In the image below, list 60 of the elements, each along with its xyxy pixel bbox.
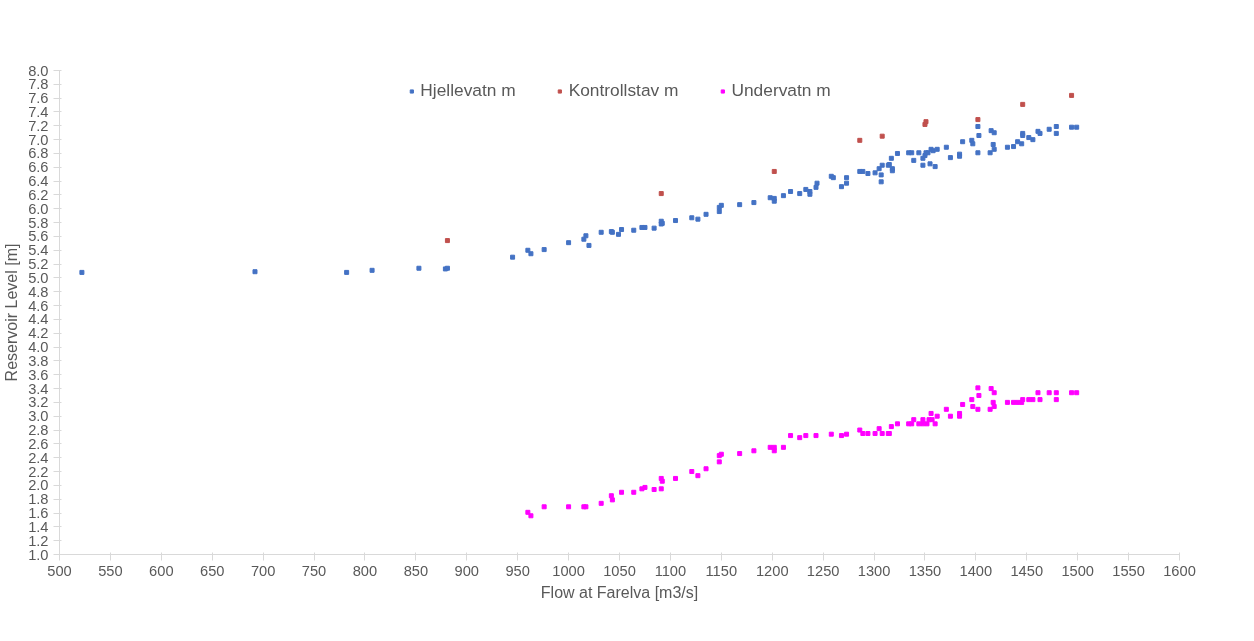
legend-label: Kontrollstav m (568, 80, 679, 101)
point (879, 133, 885, 139)
y-tick-label: 3.6 (28, 366, 49, 383)
y-tick-label: 3.0 (28, 408, 49, 425)
y-tick-label: 7.8 (28, 76, 49, 93)
y-tick-label: 4.6 (28, 297, 49, 314)
y-tick-label: 5.6 (28, 228, 49, 245)
x-axis-title: Flow at Farelva [m3/s] (540, 583, 699, 601)
x-tick-label: 1150 (705, 562, 738, 579)
y-tick-label: 6.0 (28, 200, 49, 217)
y-tick-label: 2.0 (28, 477, 49, 494)
y-tick-label: 6.6 (28, 159, 49, 176)
legend-label: Undervatn m (731, 80, 831, 101)
point (1069, 92, 1075, 98)
x-tick-label: 1000 (552, 562, 585, 579)
x-tick-label: 650 (200, 562, 225, 579)
y-tick-label: 6.8 (28, 145, 49, 162)
x-tick-label: 850 (403, 562, 429, 579)
y-tick-label: 4.2 (28, 325, 49, 342)
x-tick-label: 1350 (908, 562, 942, 579)
y-tick-label: 4.8 (28, 283, 49, 300)
x-tick-label: 1250 (806, 562, 840, 579)
x-tick-label: 750 (301, 562, 327, 579)
point (857, 137, 863, 143)
y-tick-label: 5.4 (28, 242, 49, 259)
y-tick-label: 4.4 (28, 311, 49, 328)
y-tick-label: 7.0 (28, 131, 49, 148)
y-axis-title: Reservoir Level [m] (3, 243, 21, 382)
y-tick-label: 7.2 (28, 117, 49, 134)
x-tick-label: 1100 (654, 562, 687, 579)
point (658, 191, 664, 197)
point (771, 168, 777, 174)
point (444, 238, 450, 244)
x-tick-label: 800 (352, 562, 378, 579)
y-tick-label: 8.0 (28, 62, 49, 79)
x-tick-label: 1550 (1112, 562, 1145, 579)
x-tick-label: 1300 (857, 562, 891, 579)
y-tick-label: 3.4 (28, 380, 49, 397)
y-tick-label: 1.0 (28, 546, 49, 563)
x-tick-label: 950 (505, 562, 530, 579)
point (1020, 101, 1026, 107)
y-tick-label: 3.2 (28, 394, 49, 411)
x-tick-label: 1050 (603, 562, 636, 579)
x-tick-label: 600 (149, 562, 174, 579)
y-tick-label: 2.4 (28, 449, 49, 466)
x-tick-label: 1400 (959, 562, 993, 579)
point (975, 117, 981, 123)
x-tick-label: 500 (47, 562, 72, 579)
x-tick-label: 900 (454, 562, 480, 579)
y-tick-label: 1.8 (28, 491, 49, 508)
x-tick-label: 550 (98, 562, 123, 579)
y-tick-label: 2.2 (28, 463, 49, 480)
x-tick-label: 1600 (1163, 562, 1196, 579)
y-tick-label: 5.8 (28, 214, 49, 231)
x-tick-label: 1500 (1061, 562, 1094, 579)
legend-label: Hjellevatn m (420, 80, 516, 101)
x-tick-label: 700 (250, 562, 276, 579)
x-tick-label: 1450 (1010, 562, 1044, 579)
y-tick-label: 1.2 (28, 532, 49, 549)
x-tick-label: 1200 (755, 562, 789, 579)
